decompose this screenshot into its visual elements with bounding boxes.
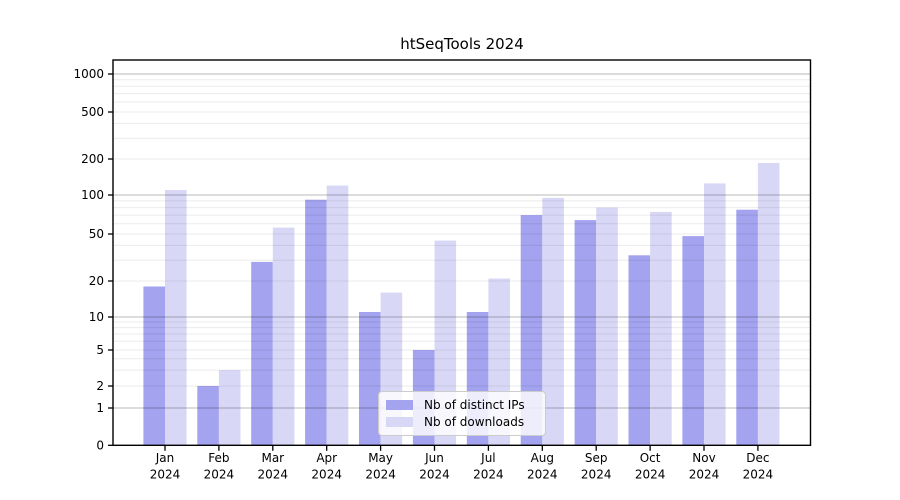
x-tick-label-month: Jan xyxy=(155,451,175,465)
bar-downloads-jan xyxy=(165,190,187,446)
bar-downloads-aug xyxy=(542,197,564,446)
y-tick-label: 200 xyxy=(81,152,104,166)
x-tick-label-month: Aug xyxy=(531,451,554,465)
bar-distinct-ips-nov xyxy=(682,236,704,446)
x-tick-label-year: 2024 xyxy=(365,468,396,482)
x-tick-label-month: Oct xyxy=(640,451,661,465)
x-tick-label-month: Feb xyxy=(208,451,229,465)
y-tick-label: 0 xyxy=(96,439,104,453)
x-tick-label-year: 2024 xyxy=(689,468,720,482)
y-tick-label: 2 xyxy=(96,379,104,393)
x-tick-label-year: 2024 xyxy=(311,468,342,482)
bar-downloads-sep xyxy=(596,207,618,446)
x-tick-label-month: Apr xyxy=(316,451,337,465)
chart-legend: Nb of distinct IPs Nb of downloads xyxy=(378,391,546,436)
bar-distinct-ips-aug xyxy=(520,215,543,446)
bar-downloads-nov xyxy=(704,183,726,446)
legend-label-distinct-ips: Nb of distinct IPs xyxy=(424,398,525,412)
bar-downloads-mar xyxy=(272,227,295,446)
bar-downloads-feb xyxy=(218,370,241,446)
y-tick-label: 10 xyxy=(89,310,104,324)
legend-label-downloads: Nb of downloads xyxy=(424,415,525,429)
bar-downloads-dec xyxy=(757,163,780,446)
x-tick-label-year: 2024 xyxy=(150,468,181,482)
bar-distinct-ips-dec xyxy=(736,209,758,446)
plot-border xyxy=(112,59,812,446)
x-tick-label-month: Mar xyxy=(261,451,284,465)
legend-swatch-downloads-icon xyxy=(386,417,413,427)
chart-title: htSeqTools 2024 xyxy=(400,35,524,53)
x-tick-label-year: 2024 xyxy=(419,468,450,482)
legend-item-downloads: Nb of downloads xyxy=(386,414,537,430)
bar-downloads-apr xyxy=(326,185,349,446)
x-tick-label-month: Sep xyxy=(585,451,608,465)
x-tick-label-year: 2024 xyxy=(635,468,666,482)
x-tick-label-year: 2024 xyxy=(473,468,504,482)
legend-item-distinct-ips: Nb of distinct IPs xyxy=(386,397,537,413)
bar-distinct-ips-may xyxy=(359,312,381,446)
x-tick-label-month: Nov xyxy=(692,451,715,465)
x-tick-label-month: Dec xyxy=(746,451,769,465)
x-tick-label-year: 2024 xyxy=(527,468,558,482)
bar-distinct-ips-sep xyxy=(574,220,597,446)
bar-downloads-oct xyxy=(650,211,672,446)
x-tick-label-month: Jun xyxy=(424,451,444,465)
x-tick-label-month: May xyxy=(368,451,393,465)
y-tick-label: 50 xyxy=(89,227,104,241)
y-tick-label: 500 xyxy=(81,105,104,119)
y-tick-label: 1000 xyxy=(73,67,104,81)
y-tick-label: 1 xyxy=(96,401,104,415)
x-tick-label-month: Jul xyxy=(480,451,495,465)
legend-swatch-distinct-ips-icon xyxy=(386,400,413,410)
y-tick-label: 20 xyxy=(89,274,104,288)
y-tick-label: 100 xyxy=(81,188,104,202)
y-tick-label: 5 xyxy=(96,343,104,357)
bar-distinct-ips-apr xyxy=(305,199,327,446)
x-tick-label-year: 2024 xyxy=(258,468,289,482)
x-tick-label-year: 2024 xyxy=(743,468,774,482)
bar-distinct-ips-mar xyxy=(251,261,273,446)
bar-distinct-ips-feb xyxy=(197,386,219,446)
bar-distinct-ips-oct xyxy=(628,255,651,446)
x-tick-label-year: 2024 xyxy=(581,468,612,482)
x-tick-label-year: 2024 xyxy=(204,468,235,482)
bar-distinct-ips-jan xyxy=(143,286,165,446)
